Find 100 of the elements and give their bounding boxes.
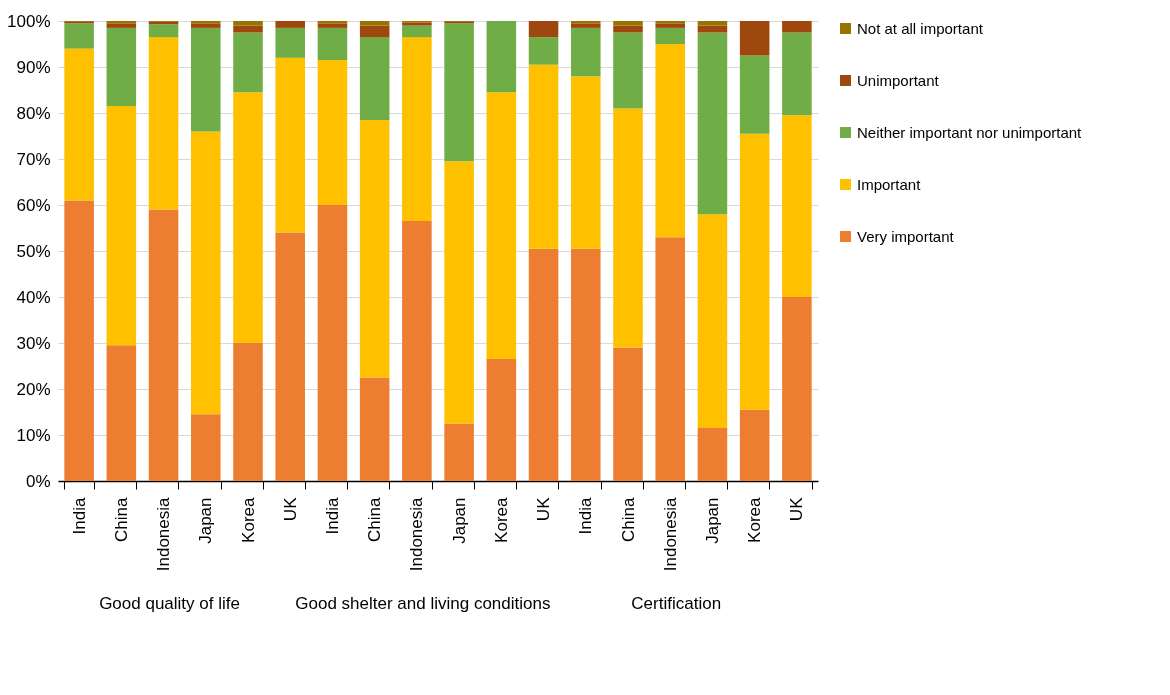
bar [359, 119, 390, 378]
bar [191, 27, 221, 132]
bar [148, 24, 179, 38]
bar [655, 237, 685, 481]
bar [64, 23, 94, 49]
x-tick-label: India [322, 496, 342, 535]
bar [571, 23, 601, 28]
bar [233, 25, 263, 33]
x-tick-label: China [618, 496, 638, 542]
bar [402, 37, 432, 222]
bar [275, 21, 305, 28]
bar [106, 106, 137, 346]
legend-label: Unimportant [857, 71, 940, 89]
bar [191, 414, 221, 481]
bar [782, 297, 812, 481]
bar [571, 248, 601, 481]
bar [359, 377, 390, 481]
bar [317, 205, 348, 481]
y-tick-label: 50% [16, 241, 51, 261]
bar [317, 60, 348, 205]
x-tick-label: UK [787, 496, 807, 522]
bar [444, 423, 474, 481]
x-tick-label: Indonesia [660, 496, 680, 572]
bar [655, 27, 685, 44]
bar [739, 55, 770, 134]
y-tick-label: 30% [16, 333, 51, 353]
bar [528, 248, 559, 481]
bar [739, 133, 770, 410]
x-tick-label: Japan [196, 497, 216, 544]
text: Good shelter and living conditions [295, 594, 551, 613]
bar [64, 200, 94, 481]
bar [782, 32, 812, 116]
bar [317, 27, 348, 61]
bar [402, 25, 432, 38]
text: Good quality of life [99, 594, 240, 613]
bar [106, 27, 137, 107]
bar [275, 57, 305, 233]
bar [444, 23, 474, 162]
bar [655, 23, 685, 28]
y-tick-label: 60% [16, 195, 51, 215]
legend-label: Neither important nor unimportant [857, 123, 1083, 141]
x-tick-label: India [576, 496, 596, 535]
bar [233, 32, 263, 93]
bar [233, 21, 263, 26]
bar [233, 92, 263, 343]
bar [613, 108, 643, 348]
x-tick-label: China [365, 496, 385, 542]
bar [782, 115, 812, 297]
bar [613, 21, 643, 26]
bar [402, 221, 432, 481]
bar [444, 161, 474, 424]
bar [359, 25, 390, 38]
x-tick-label: Indonesia [154, 496, 174, 572]
bar [486, 359, 517, 481]
x-tick-label: China [111, 496, 131, 542]
bar [359, 37, 390, 120]
bar [64, 48, 94, 201]
x-tick-label: UK [534, 496, 554, 522]
bar [148, 209, 179, 481]
y-tick-label: 10% [16, 425, 51, 445]
bar [613, 32, 643, 109]
bar [655, 44, 685, 238]
x-tick-label: UK [280, 496, 300, 522]
legend-label: Very important [857, 227, 955, 245]
bar [739, 21, 770, 56]
bar [486, 92, 517, 360]
bar [528, 21, 559, 38]
y-tick-label: 70% [16, 149, 51, 169]
y-tick-label: 20% [16, 379, 51, 399]
bar [697, 21, 728, 26]
bar [697, 428, 728, 481]
bar [528, 37, 559, 65]
text: Certification [631, 594, 722, 613]
bar [613, 25, 643, 33]
y-tick-label: 0% [25, 471, 51, 491]
bar [697, 25, 728, 33]
bar [275, 27, 305, 58]
bar [359, 21, 390, 26]
bar [697, 32, 728, 215]
x-tick-label: Korea [491, 496, 511, 543]
x-tick-label: Indonesia [407, 496, 427, 572]
x-tick-label: Korea [745, 496, 765, 543]
bar [106, 345, 137, 481]
bar [317, 23, 348, 28]
bar [106, 23, 137, 28]
x-tick-label: Japan [702, 497, 722, 544]
bar [191, 23, 221, 28]
bar [782, 21, 812, 33]
bar [233, 343, 263, 481]
bar [191, 131, 221, 415]
y-tick-label: 80% [16, 103, 51, 123]
legend-label: Important [857, 175, 922, 193]
x-tick-label: Japan [449, 497, 469, 544]
bar [275, 232, 305, 481]
x-tick-label: India [69, 496, 89, 535]
y-tick-label: 100% [7, 11, 51, 31]
y-tick-label: 90% [16, 57, 51, 77]
y-tick-label: 40% [16, 287, 51, 307]
bar [571, 27, 601, 77]
x-tick-label: Korea [238, 496, 258, 543]
